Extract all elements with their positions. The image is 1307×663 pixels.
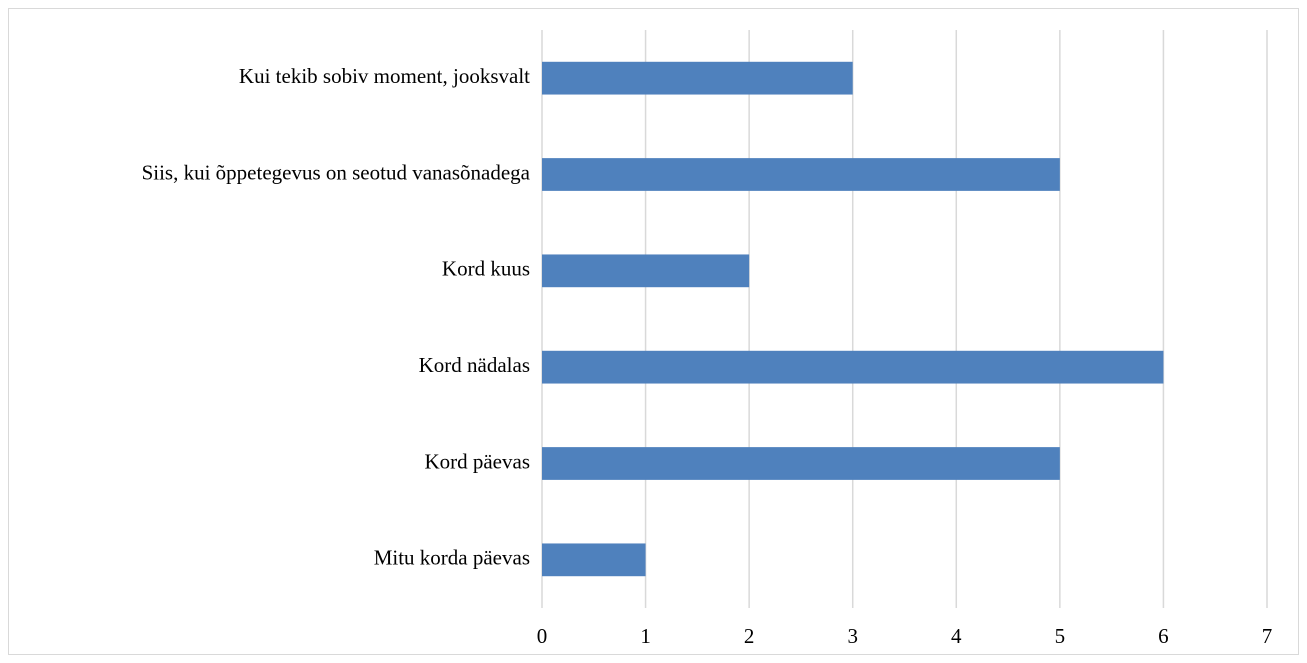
bar <box>542 543 646 577</box>
chart-border <box>8 8 1299 655</box>
x-tick-label: 7 <box>1262 624 1273 648</box>
x-tick-label: 3 <box>847 624 858 648</box>
y-tick-label: Kui tekib sobiv moment, jooksvalt <box>239 64 530 88</box>
x-tick-label: 2 <box>744 624 755 648</box>
y-tick-label: Kord päevas <box>424 449 530 473</box>
x-tick-label: 0 <box>537 624 548 648</box>
x-tick-label: 1 <box>640 624 651 648</box>
x-tick-label: 5 <box>1055 624 1066 648</box>
y-tick-label: Kord nädalas <box>419 353 530 377</box>
bar <box>542 350 1164 384</box>
y-tick-label: Siis, kui õppetegevus on seotud vanasõna… <box>142 160 531 184</box>
x-tick-label: 6 <box>1158 624 1169 648</box>
bar <box>542 61 853 95</box>
y-tick-label: Mitu korda päevas <box>374 546 530 570</box>
y-tick-label: Kord kuus <box>442 257 530 281</box>
x-tick-label: 4 <box>951 624 962 648</box>
bar <box>542 447 1060 480</box>
bar <box>542 254 750 288</box>
bar <box>542 158 1060 191</box>
